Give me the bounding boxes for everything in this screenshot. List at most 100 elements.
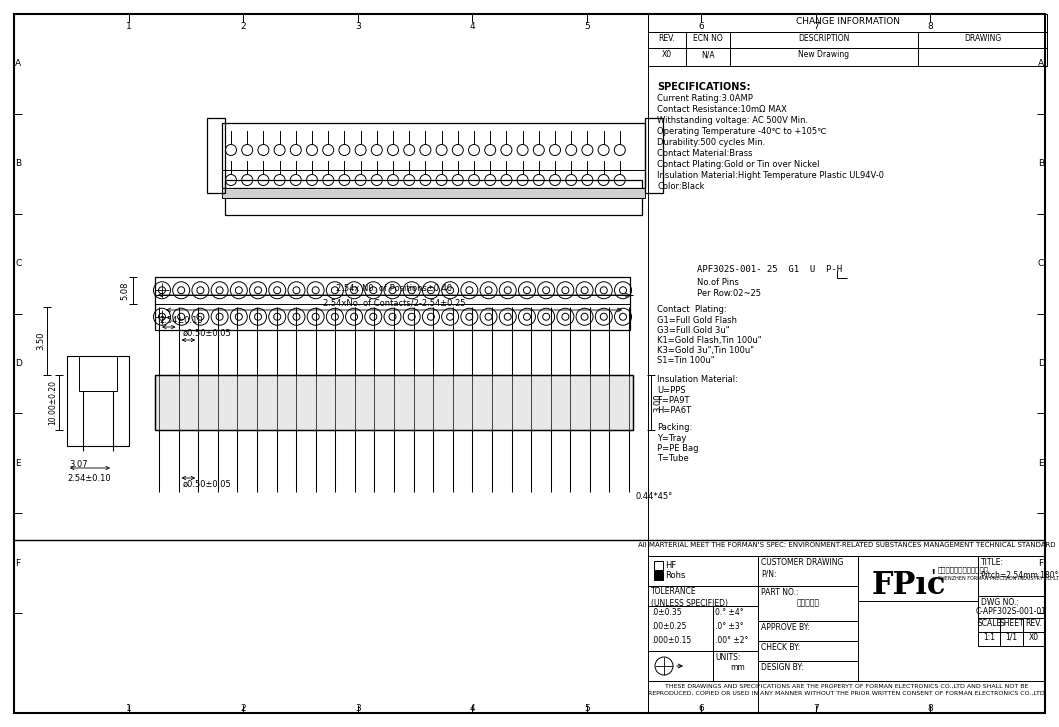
Text: F=PA9T: F=PA9T	[657, 396, 689, 405]
Text: 4: 4	[469, 22, 475, 31]
Text: Current Rating:3.0AMP: Current Rating:3.0AMP	[657, 94, 753, 103]
Bar	[648, 586, 758, 606]
Bar	[979, 632, 1001, 646]
Text: 2.54x N0. of Positions±0.40: 2.54x N0. of Positions±0.40	[336, 284, 452, 293]
Text: 1: 1	[126, 704, 131, 713]
Text: TOLERANCE
(UNLESS SPECIFIED): TOLERANCE (UNLESS SPECIFIED)	[651, 587, 728, 608]
Text: A: A	[15, 60, 21, 68]
Text: Insulation Material:: Insulation Material:	[657, 375, 738, 384]
Text: APF302S-001- 25  G1  U  P-H: APF302S-001- 25 G1 U P-H	[697, 265, 842, 274]
Text: U=PPS: U=PPS	[657, 386, 685, 395]
Text: mm: mm	[730, 663, 744, 672]
Bar	[222, 123, 645, 188]
Text: G3=Full Gold 3u": G3=Full Gold 3u"	[657, 326, 730, 335]
Bar	[207, 118, 225, 193]
Text: E: E	[1038, 459, 1043, 468]
Text: DWG NO.:: DWG NO.:	[981, 598, 1019, 607]
Text: SHENZHEN FORMAN PRECISION INDUSTRY CO.,LTD: SHENZHEN FORMAN PRECISION INDUSTRY CO.,L…	[938, 576, 1059, 581]
Text: Contact Plating:Gold or Tin over Nickel: Contact Plating:Gold or Tin over Nickel	[657, 160, 820, 169]
Text: 2.54±0.10: 2.54±0.10	[159, 316, 202, 325]
Bar	[648, 14, 1047, 32]
Text: .00° ±2°: .00° ±2°	[715, 636, 749, 645]
Text: 3.50: 3.50	[36, 332, 44, 350]
Text: B: B	[15, 159, 21, 168]
Text: C-APF302S-001-01: C-APF302S-001-01	[976, 607, 1047, 616]
Bar	[648, 540, 1045, 556]
Text: Withstanding voltage: AC 500V Min.: Withstanding voltage: AC 500V Min.	[657, 116, 808, 125]
Text: 8: 8	[928, 704, 933, 713]
Bar	[648, 556, 758, 713]
Text: F: F	[15, 559, 20, 568]
Text: 2: 2	[240, 704, 246, 713]
Text: A: A	[1038, 60, 1044, 68]
Text: Durability:500 cycles Min.: Durability:500 cycles Min.	[657, 138, 766, 147]
Text: 5: 5	[584, 22, 590, 31]
Text: TITLE:: TITLE:	[981, 558, 1004, 567]
Text: 3.00: 3.00	[653, 393, 662, 411]
Text: D: D	[15, 359, 22, 368]
Text: DESCRIPTION: DESCRIPTION	[798, 34, 849, 43]
Text: HF: HF	[665, 561, 677, 570]
Text: Per Row:02~25: Per Row:02~25	[697, 289, 761, 298]
Text: T=Tube: T=Tube	[657, 454, 688, 463]
Text: 10.00±0.20: 10.00±0.20	[48, 380, 57, 425]
Text: Packing:: Packing:	[657, 423, 693, 432]
Text: FPıc: FPıc	[872, 569, 947, 601]
Bar	[79, 356, 116, 391]
Text: D: D	[1038, 359, 1045, 368]
Bar	[654, 561, 663, 570]
Bar	[1023, 618, 1045, 632]
Text: SPECIFICATIONS:: SPECIFICATIONS:	[657, 82, 751, 92]
Bar	[758, 556, 858, 586]
Text: 2.54xNo. of Contacts/2-2.54±0.25: 2.54xNo. of Contacts/2-2.54±0.25	[323, 299, 465, 308]
Text: No.of Pins: No.of Pins	[697, 278, 739, 287]
Text: SCALE: SCALE	[977, 619, 1002, 628]
Bar	[155, 375, 633, 430]
Text: 5.08: 5.08	[120, 281, 129, 300]
Text: 4: 4	[469, 704, 475, 713]
Text: Color:Black: Color:Black	[657, 182, 704, 191]
Text: ': '	[930, 568, 935, 587]
Text: E: E	[15, 459, 20, 468]
Text: CHANGE INFORMATION: CHANGE INFORMATION	[795, 17, 899, 26]
Text: Contact Material:Brass: Contact Material:Brass	[657, 149, 753, 158]
Bar	[858, 556, 979, 601]
Text: X0: X0	[1028, 633, 1039, 642]
Text: CUSTOMER DRAWING
P/N:: CUSTOMER DRAWING P/N:	[761, 558, 843, 579]
Text: Insulation Material:Hight Temperature Plastic UL94V-0: Insulation Material:Hight Temperature Pl…	[657, 171, 884, 180]
Text: Rohs: Rohs	[665, 571, 685, 580]
Bar	[648, 32, 1047, 48]
Bar	[1001, 632, 1023, 646]
Text: CHECK BY:: CHECK BY:	[761, 643, 801, 652]
Text: REV.: REV.	[1025, 619, 1042, 628]
Text: UNITS:: UNITS:	[715, 653, 740, 662]
Text: .000±0.15: .000±0.15	[651, 636, 692, 645]
Bar	[758, 661, 858, 681]
Text: G1=Full Gold Flash: G1=Full Gold Flash	[657, 316, 737, 325]
Text: P=PE Bag: P=PE Bag	[657, 444, 699, 453]
Text: All MARTERIAL MEET THE FORMAN'S SPEC: ENVIRONMENT-RELATED SUBSTANCES MANAGEMENT : All MARTERIAL MEET THE FORMAN'S SPEC: EN…	[638, 542, 1055, 548]
Text: 3: 3	[355, 22, 360, 31]
Bar	[758, 641, 858, 661]
Text: Contact  Plating:: Contact Plating:	[657, 305, 726, 314]
Text: 深圳富明精密工业有限公司: 深圳富明精密工业有限公司	[938, 566, 989, 573]
Text: .0° ±3°: .0° ±3°	[715, 622, 743, 631]
Text: 5: 5	[584, 704, 590, 713]
Text: 7: 7	[813, 704, 819, 713]
Bar	[979, 556, 1045, 596]
Text: 3: 3	[355, 704, 360, 713]
Text: Operating Temperature -40℃ to +105℃: Operating Temperature -40℃ to +105℃	[657, 127, 826, 136]
Bar	[979, 596, 1045, 618]
Text: 0.° ±4°: 0.° ±4°	[715, 608, 743, 617]
Text: THESE DRAWINGS AND SPECIFICATIONS ARE THE PROPERYT OF FORMAN ELECTRONICS CO.,LTD: THESE DRAWINGS AND SPECIFICATIONS ARE TH…	[648, 684, 1045, 696]
Text: .0±0.35: .0±0.35	[651, 608, 682, 617]
Text: Y=Tray: Y=Tray	[657, 434, 686, 443]
Text: ø0.50±0.05: ø0.50±0.05	[182, 480, 231, 489]
Text: 0.44*45°: 0.44*45°	[635, 492, 672, 501]
Bar	[979, 618, 1001, 632]
Text: SHEET: SHEET	[1000, 619, 1024, 628]
Bar	[67, 356, 129, 446]
Text: New Drawing: New Drawing	[798, 50, 849, 59]
Text: C: C	[15, 259, 21, 268]
Bar	[645, 118, 663, 193]
